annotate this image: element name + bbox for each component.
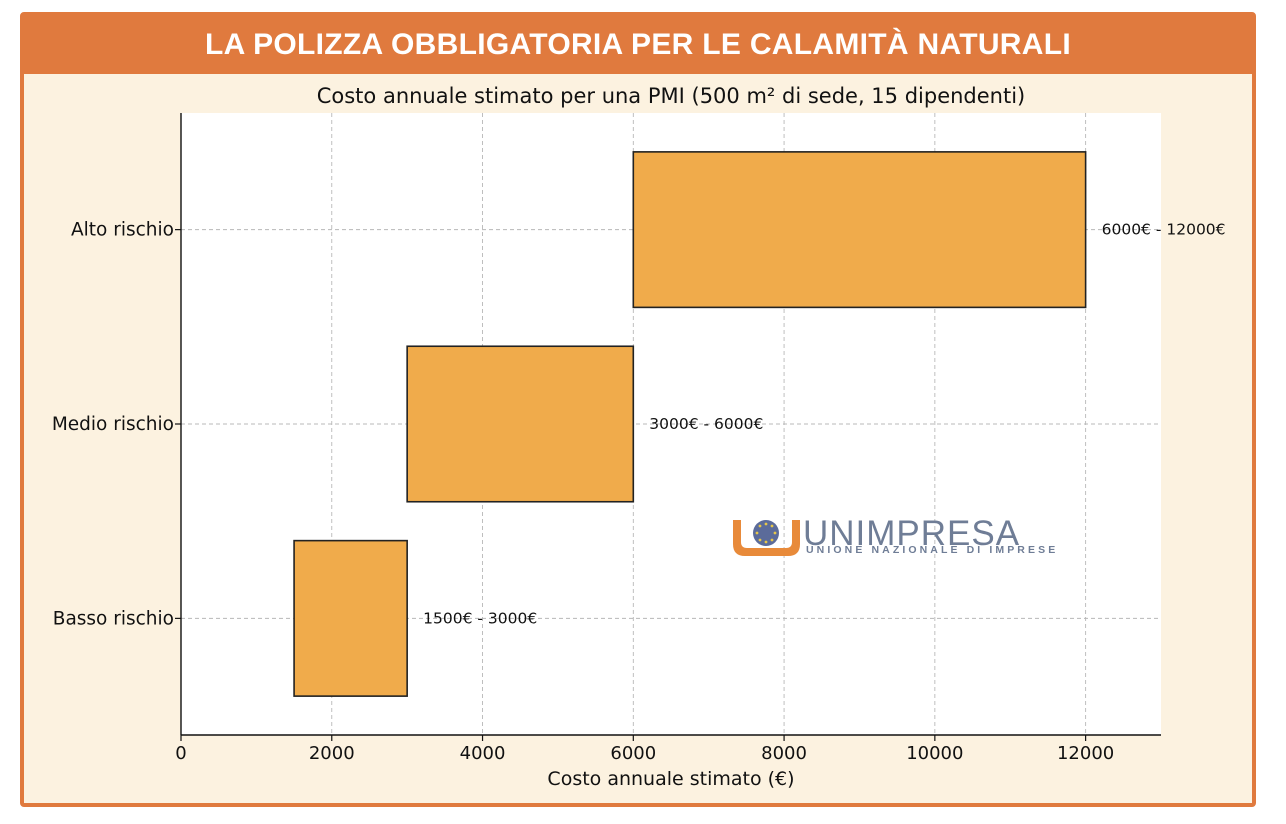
x-axis-label: Costo annuale stimato (€) xyxy=(547,768,794,790)
data-label: 6000€ - 12000€ xyxy=(1102,221,1226,239)
unimpresa-logo: UNIMPRESA UNIONE NAZIONALE DI IMPRESE xyxy=(733,514,1058,556)
data-label: 1500€ - 3000€ xyxy=(423,609,537,627)
bar-basso-rischio xyxy=(293,539,408,697)
x-tick-label: 4000 xyxy=(460,743,506,764)
bar-labels: 1500€ - 3000€ 3000€ - 6000€ 6000€ - 12000€ xyxy=(423,221,1225,628)
logo-name: UNIMPRESA xyxy=(803,514,1020,553)
category-label: Basso rischio xyxy=(53,608,174,629)
x-tick-label: 8000 xyxy=(761,743,807,764)
title-banner: LA POLIZZA OBBLIGATORIA PER LE CALAMITÀ … xyxy=(24,16,1252,74)
logo-u-icon xyxy=(733,520,800,556)
category-label: Medio rischio xyxy=(52,414,174,435)
x-tick-label: 2000 xyxy=(309,743,355,764)
x-tick-label: 12000 xyxy=(1057,743,1114,764)
logo-subtitle: UNIONE NAZIONALE DI IMPRESE xyxy=(806,544,1058,556)
bars xyxy=(293,151,1087,697)
x-tick-label: 10000 xyxy=(906,743,963,764)
data-label: 3000€ - 6000€ xyxy=(649,415,763,433)
bar-medio-rischio xyxy=(406,345,635,503)
bar-alto-rischio xyxy=(632,151,1087,309)
category-label: Alto rischio xyxy=(71,220,174,241)
x-tick-label: 0 xyxy=(175,743,186,764)
axes: 0 2000 4000 6000 8000 10000 12000 Basso rischio… xyxy=(52,113,1161,764)
chart-title: Costo annuale stimato per una PMI (500 m… xyxy=(317,84,1026,108)
banner-title: LA POLIZZA OBBLIGATORIA PER LE CALAMITÀ … xyxy=(204,28,1071,61)
x-tick-label: 6000 xyxy=(610,743,656,764)
